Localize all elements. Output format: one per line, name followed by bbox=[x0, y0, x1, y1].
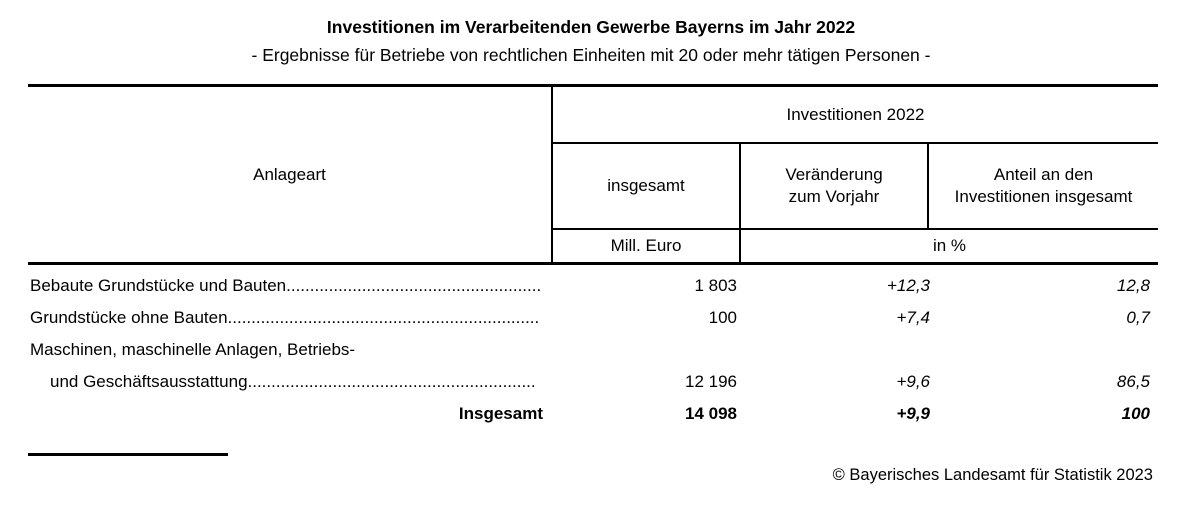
column-header-anteil-an-investitionen: Anteil an den Investitionen insgesamt bbox=[954, 165, 1133, 206]
units-row: Mill. Euro in % bbox=[553, 230, 1158, 262]
row-label: und Geschäftsausstattung................… bbox=[50, 372, 536, 391]
table-header-right: Investitionen 2022 insgesamt Veränderung… bbox=[553, 87, 1158, 262]
column-headers-row: insgesamt Veränderung zum Vorjahr Anteil… bbox=[553, 144, 1158, 230]
column-header-anlageart: Anlageart bbox=[28, 87, 553, 262]
value-anteil: 0,7 bbox=[1126, 308, 1150, 327]
value-veraenderung: +9,9 bbox=[896, 404, 930, 423]
column-header-insgesamt: insgesamt bbox=[553, 144, 741, 228]
value-anteil: 100 bbox=[1121, 404, 1150, 423]
value-veraenderung: +7,4 bbox=[896, 308, 930, 327]
value-insgesamt: 14 098 bbox=[685, 404, 737, 423]
table-body: Bebaute Grundstücke und Bauten..........… bbox=[28, 270, 1158, 430]
copyright: © Bayerisches Landesamt für Statistik 20… bbox=[832, 466, 1153, 484]
value-insgesamt: 100 bbox=[708, 308, 737, 327]
column-header-veraenderung-zum-vorjahr: Veränderung zum Vorjahr bbox=[741, 144, 929, 228]
page-title: Investitionen im Verarbeitenden Gewerbe … bbox=[326, 17, 856, 37]
page-subtitle: - Ergebnisse für Betriebe von rechtliche… bbox=[251, 45, 931, 65]
value-anteil: 86,5 bbox=[1116, 372, 1150, 391]
value-veraenderung: +9,6 bbox=[896, 372, 930, 391]
value-veraenderung: +12,3 bbox=[886, 276, 930, 295]
unit-in-percent: in % bbox=[932, 236, 967, 255]
table-row-bebaute-grundstuecke: Bebaute Grundstücke und Bauten..........… bbox=[28, 270, 1158, 302]
row-label: Grundstücke ohne Bauten.................… bbox=[30, 308, 540, 327]
unit-mill-euro: Mill. Euro bbox=[553, 230, 741, 262]
value-insgesamt: 12 196 bbox=[685, 372, 737, 391]
footnote-rule bbox=[28, 453, 228, 456]
table-header: Anlageart Investitionen 2022 insgesamt V… bbox=[28, 84, 1158, 265]
value-anteil: 12,8 bbox=[1116, 276, 1150, 295]
value-insgesamt: 1 803 bbox=[694, 276, 737, 295]
table-row-grundstuecke-ohne-bauten: Grundstücke ohne Bauten.................… bbox=[28, 302, 1158, 334]
row-label: Bebaute Grundstücke und Bauten..........… bbox=[30, 276, 540, 295]
table-row-maschinen-line1: Maschinen, maschinelle Anlagen, Betriebs… bbox=[28, 334, 1158, 366]
table-row-maschinen-line2: und Geschäftsausstattung................… bbox=[28, 366, 1158, 398]
row-label-total: Insgesamt bbox=[458, 404, 543, 423]
row-label: Maschinen, maschinelle Anlagen, Betriebs… bbox=[30, 340, 356, 359]
column-group-header-investitionen-2022: Investitionen 2022 bbox=[553, 87, 1158, 144]
table-row-insgesamt-total: Insgesamt 14 098 +9,9 100 bbox=[28, 398, 1158, 430]
